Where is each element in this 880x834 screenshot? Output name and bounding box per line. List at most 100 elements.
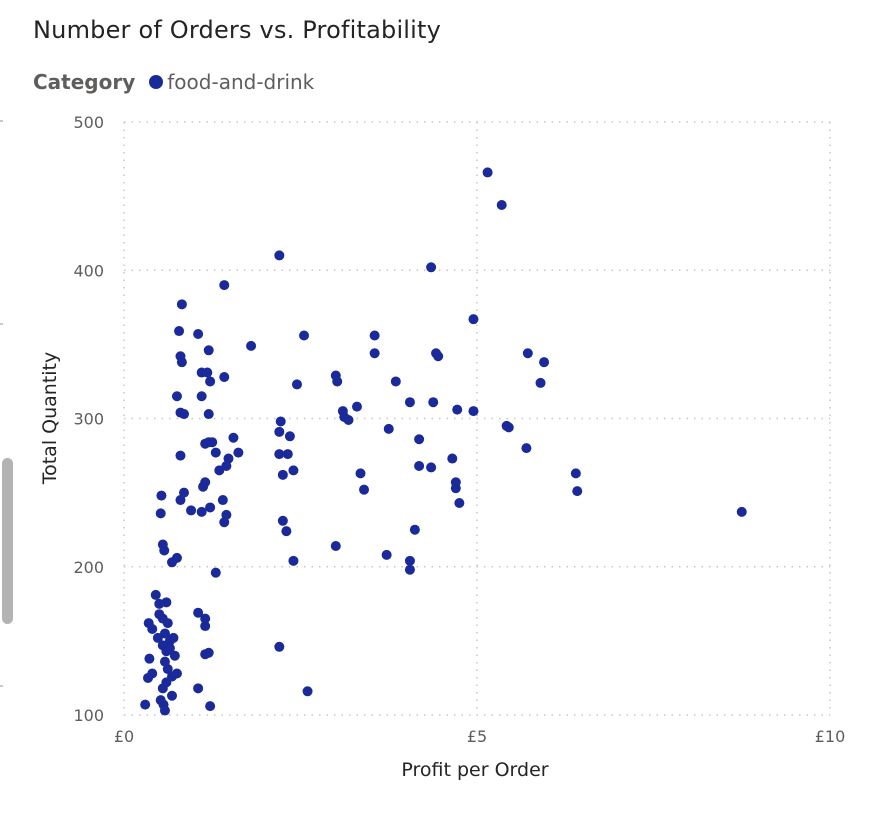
data-point[interactable]	[355, 468, 366, 479]
data-point[interactable]	[205, 701, 216, 712]
data-point[interactable]	[404, 564, 415, 575]
data-point[interactable]	[404, 555, 415, 566]
data-point[interactable]	[156, 490, 167, 501]
data-point[interactable]	[175, 450, 186, 461]
data-point[interactable]	[207, 437, 218, 448]
vertical-scrollbar-thumb[interactable]	[2, 458, 13, 624]
data-point[interactable]	[426, 462, 437, 473]
data-point[interactable]	[193, 607, 204, 618]
data-point[interactable]	[159, 545, 170, 556]
data-point[interactable]	[274, 250, 285, 261]
data-point[interactable]	[203, 409, 214, 420]
data-point[interactable]	[288, 465, 299, 476]
data-point[interactable]	[390, 376, 401, 387]
data-point[interactable]	[381, 549, 392, 560]
data-point[interactable]	[383, 423, 394, 434]
data-point[interactable]	[482, 167, 493, 178]
data-point[interactable]	[219, 280, 230, 291]
data-point[interactable]	[150, 589, 161, 600]
data-point[interactable]	[572, 486, 583, 497]
data-point[interactable]	[302, 686, 313, 697]
data-point[interactable]	[193, 328, 204, 339]
data-point[interactable]	[535, 377, 546, 388]
data-point[interactable]	[169, 650, 180, 661]
data-point[interactable]	[426, 262, 437, 273]
data-point[interactable]	[167, 690, 178, 701]
data-point[interactable]	[343, 414, 354, 425]
data-point[interactable]	[414, 434, 425, 445]
data-point[interactable]	[369, 330, 380, 341]
data-point[interactable]	[274, 641, 285, 652]
data-point[interactable]	[205, 376, 216, 387]
data-point[interactable]	[414, 460, 425, 471]
data-point[interactable]	[175, 495, 186, 506]
data-point[interactable]	[282, 449, 293, 460]
data-point[interactable]	[164, 643, 175, 654]
data-point[interactable]	[168, 632, 179, 643]
data-point[interactable]	[359, 484, 370, 495]
legend-item-label[interactable]: food-and-drink	[167, 70, 315, 94]
data-point[interactable]	[200, 477, 211, 488]
data-point[interactable]	[210, 447, 221, 458]
data-point[interactable]	[155, 508, 166, 519]
data-point[interactable]	[193, 683, 204, 694]
data-point[interactable]	[496, 200, 507, 211]
data-point[interactable]	[275, 416, 286, 427]
data-point[interactable]	[171, 391, 182, 402]
data-point[interactable]	[539, 357, 550, 368]
data-point[interactable]	[147, 668, 158, 679]
data-point[interactable]	[570, 468, 581, 479]
data-point[interactable]	[274, 426, 285, 437]
data-point[interactable]	[281, 526, 292, 537]
data-point[interactable]	[143, 618, 154, 629]
data-point[interactable]	[404, 397, 415, 408]
data-point[interactable]	[221, 509, 232, 520]
data-point[interactable]	[284, 431, 295, 442]
data-point[interactable]	[176, 299, 187, 310]
data-point[interactable]	[452, 404, 463, 415]
data-point[interactable]	[736, 506, 747, 517]
data-point[interactable]	[144, 653, 155, 664]
data-point[interactable]	[162, 618, 173, 629]
data-point[interactable]	[179, 409, 190, 420]
data-point[interactable]	[274, 449, 285, 460]
data-point[interactable]	[291, 379, 302, 390]
data-point[interactable]	[233, 447, 244, 458]
data-point[interactable]	[200, 613, 211, 624]
data-point[interactable]	[205, 502, 216, 513]
data-point[interactable]	[428, 397, 439, 408]
data-point[interactable]	[351, 401, 362, 412]
data-point[interactable]	[196, 391, 207, 402]
data-point[interactable]	[228, 432, 239, 443]
data-point[interactable]	[223, 453, 234, 464]
data-point[interactable]	[179, 487, 190, 498]
data-point[interactable]	[468, 314, 479, 325]
data-point[interactable]	[450, 483, 461, 494]
data-point[interactable]	[277, 469, 288, 480]
data-point[interactable]	[409, 524, 420, 535]
data-point[interactable]	[433, 351, 444, 362]
data-point[interactable]	[217, 495, 228, 506]
data-point[interactable]	[202, 367, 213, 378]
data-point[interactable]	[162, 664, 173, 675]
data-point[interactable]	[503, 422, 514, 433]
data-point[interactable]	[158, 699, 169, 710]
data-point[interactable]	[175, 351, 186, 362]
data-point[interactable]	[299, 330, 310, 341]
data-point[interactable]	[161, 677, 172, 688]
data-point[interactable]	[196, 506, 207, 517]
data-point[interactable]	[288, 555, 299, 566]
data-point[interactable]	[186, 505, 197, 516]
data-point[interactable]	[521, 443, 532, 454]
data-point[interactable]	[171, 552, 182, 563]
data-point[interactable]	[152, 632, 163, 643]
data-point[interactable]	[203, 647, 214, 658]
data-point[interactable]	[330, 540, 341, 551]
data-point[interactable]	[277, 515, 288, 526]
data-point[interactable]	[203, 345, 214, 356]
data-point[interactable]	[200, 621, 211, 632]
data-point[interactable]	[174, 326, 185, 337]
data-point[interactable]	[171, 668, 182, 679]
data-point[interactable]	[210, 567, 221, 578]
data-point[interactable]	[369, 348, 380, 359]
